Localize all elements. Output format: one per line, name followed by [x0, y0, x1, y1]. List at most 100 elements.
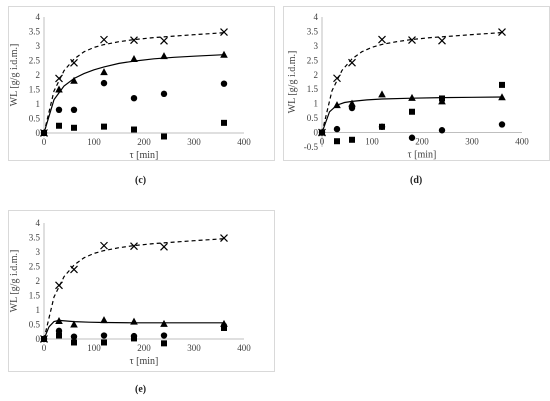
x-tick-label: 200 [137, 137, 151, 147]
x-axis-label: τ [min] [130, 150, 159, 161]
x-tick-label: 400 [237, 343, 251, 353]
marker-square [101, 123, 107, 130]
y-tick-label: 0.5 [29, 320, 41, 330]
marker-triangle [498, 93, 506, 101]
x-tick-label: 200 [137, 343, 151, 353]
marker-triangle [130, 55, 138, 63]
y-tick-label: 1.5 [307, 84, 319, 94]
panel-e: 0 0.5 1 1.5 2 2.5 3 3.5 4 0 100 200 300 400 τ [min] WL … [0, 206, 275, 401]
y-tick-label: 3.5 [307, 26, 319, 36]
panel-d: -0.5 0 0.5 1 1.5 2 2.5 3 3.5 4 0 100 200 300 400 τ [min… [275, 0, 550, 195]
y-tick-label: 0 [36, 334, 41, 344]
marker-x [160, 242, 168, 251]
x-tick-label: 0 [42, 137, 47, 147]
y-tick-label: 2 [36, 276, 41, 286]
marker-circle [160, 90, 168, 98]
y-tick-label: 2 [36, 70, 41, 80]
marker-x [438, 36, 446, 45]
fit-line-dashed [43, 238, 225, 340]
marker-square [221, 119, 227, 126]
marker-x [130, 36, 138, 45]
x-tick-label: 100 [87, 343, 101, 353]
y-tick-label: 4 [36, 12, 41, 22]
x-tick-label: 300 [187, 343, 201, 353]
x-tick-label: 0 [42, 343, 47, 353]
marker-square [161, 133, 167, 140]
marker-x [220, 28, 228, 37]
marker-circle [70, 106, 78, 114]
x-tick-label: 200 [415, 137, 429, 147]
y-tick-label: 1 [36, 99, 41, 109]
marker-triangle [160, 52, 168, 60]
marker-x [100, 241, 108, 250]
panel-label-d: (d) [410, 175, 423, 186]
marker-circle [438, 127, 446, 134]
marker-x [70, 265, 78, 274]
marker-square [349, 136, 355, 143]
marker-x [100, 35, 108, 44]
marker-square [56, 122, 62, 129]
marker-square [71, 124, 77, 131]
marker-square [439, 95, 445, 102]
y-tick-label: 1.5 [29, 85, 41, 95]
chart-frame-d [283, 6, 550, 161]
chart-c: 0 0.5 1 1.5 2 2.5 3 3.5 4 0 100 200 300 400 τ [min] WL … [9, 12, 251, 161]
chart-frame-e [8, 210, 275, 372]
marker-square [131, 126, 137, 133]
fit-line-solid [321, 96, 503, 133]
marker-circle [333, 125, 341, 133]
marker-circle [130, 95, 138, 102]
fit-line-solid [43, 319, 224, 340]
marker-x [348, 58, 356, 67]
marker-triangle [100, 316, 108, 324]
marker-circle [348, 104, 356, 112]
marker-triangle [100, 68, 108, 76]
y-axis-label: WL [g/g i.d.m.] [287, 51, 298, 114]
marker-x [498, 28, 506, 36]
marker-circle [100, 79, 108, 87]
marker-triangle [220, 50, 228, 58]
marker-triangle [70, 76, 78, 84]
y-tick-label: 3 [314, 41, 319, 51]
marker-square [101, 339, 107, 346]
y-tick-label: 3 [36, 247, 41, 257]
x-tick-label: 300 [187, 137, 201, 147]
marker-circle [160, 332, 168, 339]
marker-triangle [130, 317, 138, 325]
marker-x [408, 36, 416, 45]
marker-square [334, 138, 340, 145]
x-tick-label: 400 [515, 137, 529, 147]
y-tick-label: 3.5 [29, 27, 41, 37]
marker-x [55, 74, 63, 83]
marker-square [221, 324, 227, 331]
marker-x [220, 234, 228, 243]
marker-x [160, 36, 168, 45]
marker-circle [55, 327, 63, 335]
chart-e: 0 0.5 1 1.5 2 2.5 3 3.5 4 0 100 200 300 400 τ [min] WL … [9, 218, 251, 367]
marker-circle [100, 332, 108, 339]
y-tick-label: -0.5 [304, 142, 319, 152]
marker-circle [408, 134, 416, 141]
marker-square [131, 335, 137, 342]
y-tick-label: 0.5 [29, 114, 41, 124]
marker-triangle [55, 317, 63, 325]
fit-line-dashed [321, 32, 503, 133]
y-tick-label: 0.5 [307, 113, 319, 123]
marker-square [71, 339, 77, 346]
y-tick-label: 2 [314, 70, 319, 80]
marker-triangle [348, 99, 356, 107]
panel-label-c: (c) [135, 175, 147, 186]
y-tick-label: 2.5 [29, 262, 41, 272]
marker-triangle [70, 320, 78, 328]
panel-c: 0 0.5 1 1.5 2 2.5 3 3.5 4 0 100 200 300 400 τ [min] WL … [0, 0, 275, 195]
x-tick-label: 0 [320, 137, 325, 147]
marker-circle [498, 121, 506, 128]
marker-square [41, 336, 47, 342]
marker-x [55, 281, 63, 290]
y-tick-label: 0 [36, 128, 41, 138]
x-tick-label: 300 [465, 137, 479, 147]
marker-triangle [160, 319, 168, 327]
marker-square [161, 340, 167, 347]
marker-x [130, 242, 138, 251]
